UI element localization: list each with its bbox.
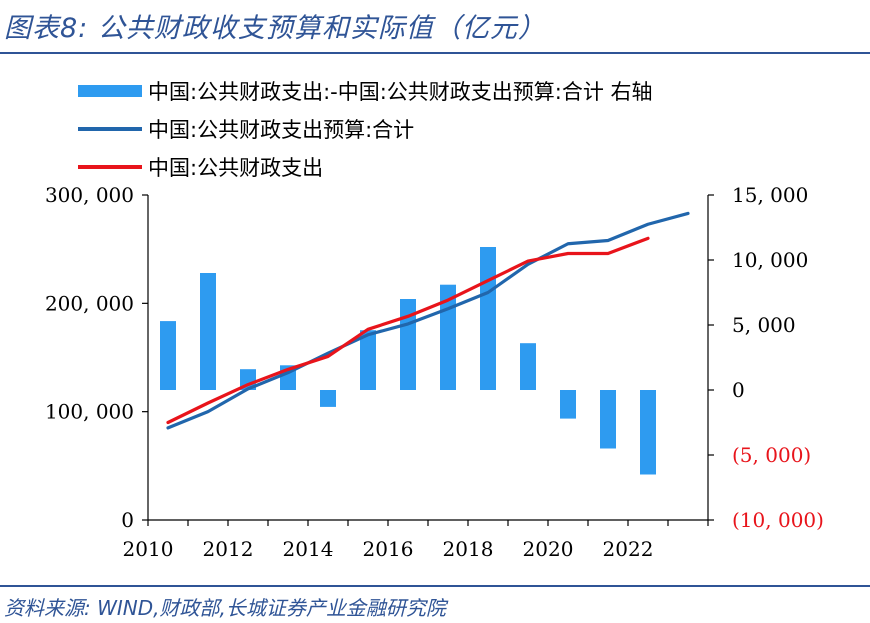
right-tick-label: 10, 000 bbox=[732, 248, 808, 272]
legend-label-budget-line: 中国:公共财政支出预算:合计 bbox=[148, 118, 415, 142]
legend-label-bar: 中国:公共财政支出:-中国:公共财政支出预算:合计 右轴 bbox=[148, 80, 653, 104]
bar-2014 bbox=[320, 390, 336, 407]
legend-item-bar: 中国:公共财政支出:-中国:公共财政支出预算:合计 右轴 bbox=[78, 72, 653, 110]
legend-item-actual-line: 中国:公共财政支出 bbox=[78, 148, 653, 186]
x-tick-label: 2022 bbox=[603, 537, 654, 561]
bar-2021 bbox=[600, 390, 616, 449]
legend-swatch-bar bbox=[78, 85, 142, 97]
bar-2015 bbox=[360, 330, 376, 390]
source-note: 资料来源: WIND,财政部,长城证券产业金融研究院 bbox=[4, 596, 446, 620]
left-tick-label: 300, 000 bbox=[45, 183, 134, 207]
x-tick-label: 2020 bbox=[523, 537, 574, 561]
bar-2018 bbox=[480, 247, 496, 390]
x-tick-label: 2014 bbox=[283, 537, 334, 561]
chart-legend: 中国:公共财政支出:-中国:公共财政支出预算:合计 右轴 中国:公共财政支出预算… bbox=[78, 72, 653, 186]
bar-2020 bbox=[560, 390, 576, 419]
bar-2010 bbox=[160, 321, 176, 390]
x-tick-label: 2016 bbox=[363, 537, 414, 561]
bar-2022 bbox=[640, 390, 656, 475]
left-tick-label: 0 bbox=[121, 508, 134, 532]
right-tick-label: 0 bbox=[732, 378, 745, 402]
left-tick-label: 200, 000 bbox=[45, 291, 134, 315]
bar-2019 bbox=[520, 343, 536, 390]
bar-2011 bbox=[200, 273, 216, 390]
source-divider bbox=[0, 585, 870, 587]
title-divider bbox=[0, 52, 870, 54]
legend-item-budget-line: 中国:公共财政支出预算:合计 bbox=[78, 110, 653, 148]
legend-swatch-actual-line bbox=[78, 165, 142, 169]
x-tick-label: 2010 bbox=[123, 537, 174, 561]
right-tick-label: (5, 000) bbox=[732, 443, 811, 467]
figure-title: 图表8: 公共财政收支预算和实际值（亿元） bbox=[4, 13, 546, 44]
x-tick-label: 2012 bbox=[203, 537, 254, 561]
x-tick-label: 2018 bbox=[443, 537, 494, 561]
right-tick-label: 5, 000 bbox=[732, 313, 796, 337]
right-tick-label: (10, 000) bbox=[732, 508, 824, 532]
budget-line bbox=[166, 211, 690, 430]
legend-swatch-budget-line bbox=[78, 127, 142, 131]
legend-label-actual-line: 中国:公共财政支出 bbox=[148, 156, 324, 180]
left-tick-label: 100, 000 bbox=[45, 400, 134, 424]
right-tick-label: 15, 000 bbox=[732, 183, 808, 207]
